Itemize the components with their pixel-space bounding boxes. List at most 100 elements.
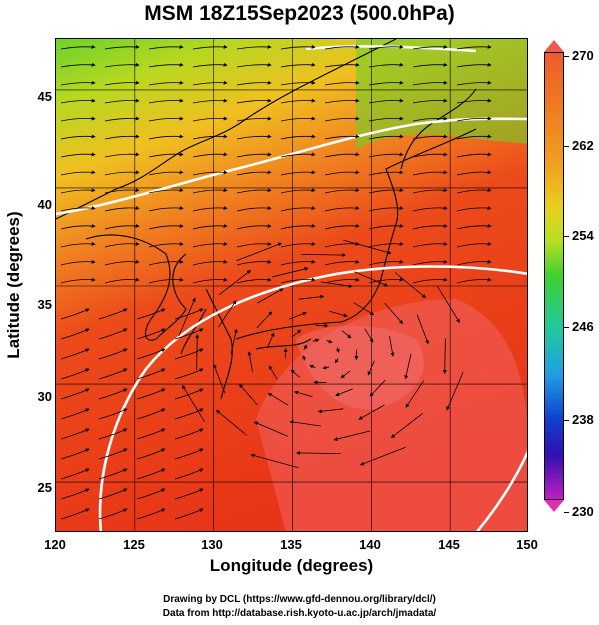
streamline bbox=[412, 134, 448, 140]
streamline bbox=[98, 348, 128, 360]
streamline bbox=[412, 152, 448, 158]
streamline bbox=[104, 206, 140, 212]
streamline bbox=[136, 328, 166, 340]
streamline bbox=[104, 241, 140, 248]
streamline bbox=[236, 170, 272, 176]
colorbar-label: 262 bbox=[572, 138, 594, 153]
streamline bbox=[148, 206, 184, 212]
streamline bbox=[280, 98, 316, 104]
streamline bbox=[368, 98, 404, 104]
streamline bbox=[416, 314, 429, 345]
streamline bbox=[98, 408, 128, 420]
streamline bbox=[174, 448, 204, 460]
streamline bbox=[456, 223, 492, 230]
streamline bbox=[238, 383, 258, 406]
streamline bbox=[291, 329, 302, 338]
credit-data: Data from http://database.rish.kyoto-u.a… bbox=[162, 608, 437, 619]
streamline bbox=[368, 116, 404, 122]
streamline bbox=[192, 223, 228, 230]
streamline bbox=[60, 206, 96, 212]
streamline bbox=[236, 188, 272, 194]
streamline bbox=[341, 330, 352, 339]
x-tick-label: 125 bbox=[123, 537, 145, 552]
x-tick-label: 135 bbox=[280, 537, 302, 552]
streamline bbox=[192, 116, 228, 122]
streamline bbox=[368, 277, 404, 284]
streamline bbox=[60, 328, 90, 340]
streamline bbox=[368, 241, 404, 248]
streamline bbox=[290, 369, 301, 378]
streamline bbox=[302, 355, 307, 361]
streamline bbox=[412, 223, 448, 230]
streamline bbox=[267, 332, 275, 348]
streamline bbox=[324, 62, 360, 68]
streamline bbox=[257, 288, 284, 304]
streamline bbox=[60, 170, 96, 176]
streamline bbox=[60, 408, 90, 420]
streamline bbox=[368, 206, 404, 212]
streamline bbox=[236, 134, 272, 140]
streamline bbox=[136, 468, 166, 480]
streamline bbox=[192, 241, 228, 248]
streamline bbox=[456, 98, 492, 104]
streamline bbox=[256, 311, 273, 329]
streamline bbox=[412, 259, 448, 266]
streamline bbox=[368, 188, 404, 194]
streamline bbox=[98, 468, 128, 480]
streamline bbox=[104, 98, 140, 104]
streamline bbox=[280, 44, 316, 50]
streamline bbox=[324, 206, 360, 212]
streamline bbox=[280, 277, 316, 284]
streamline bbox=[456, 170, 492, 176]
streamline bbox=[104, 152, 140, 158]
streamline bbox=[268, 365, 278, 380]
streamline bbox=[104, 170, 140, 176]
streamline bbox=[253, 421, 288, 437]
streamline bbox=[98, 448, 128, 460]
streamline bbox=[148, 170, 184, 176]
streamline bbox=[324, 80, 360, 86]
streamline bbox=[192, 259, 228, 266]
streamline bbox=[437, 286, 460, 323]
streamline bbox=[192, 206, 228, 212]
streamline bbox=[236, 44, 272, 50]
streamline bbox=[324, 134, 360, 140]
streamline bbox=[104, 188, 140, 194]
streamline bbox=[60, 134, 96, 140]
streamline bbox=[60, 116, 96, 122]
streamline bbox=[329, 310, 348, 318]
colorbar-bottom-cap bbox=[544, 500, 564, 512]
streamline bbox=[324, 152, 360, 158]
warm-patch bbox=[296, 325, 424, 410]
streamline bbox=[104, 44, 140, 50]
streamline bbox=[280, 259, 316, 266]
streamline bbox=[148, 188, 184, 194]
streamline bbox=[280, 152, 316, 158]
colorbar-label: 238 bbox=[572, 412, 594, 427]
streamline bbox=[412, 188, 448, 194]
colorbar-top-cap bbox=[544, 40, 564, 52]
streamline bbox=[148, 80, 184, 86]
streamline bbox=[60, 259, 96, 266]
streamline bbox=[60, 98, 96, 104]
streamline bbox=[456, 188, 492, 194]
streamline bbox=[394, 272, 427, 299]
streamline bbox=[136, 448, 166, 460]
streamline bbox=[136, 428, 166, 440]
streamline bbox=[195, 334, 200, 370]
y-tick-label: 40 bbox=[37, 197, 52, 212]
streamline bbox=[174, 388, 204, 400]
streamline bbox=[136, 308, 166, 320]
streamline bbox=[324, 170, 360, 176]
streamline bbox=[456, 62, 492, 68]
streamline bbox=[136, 488, 166, 500]
streamline bbox=[60, 348, 90, 360]
streamline bbox=[104, 223, 140, 230]
streamline bbox=[456, 206, 492, 212]
map-plot-area bbox=[55, 38, 528, 532]
streamline bbox=[369, 379, 386, 397]
streamline bbox=[368, 80, 404, 86]
streamline bbox=[412, 170, 448, 176]
streamline bbox=[60, 508, 90, 520]
streamline bbox=[213, 363, 226, 394]
